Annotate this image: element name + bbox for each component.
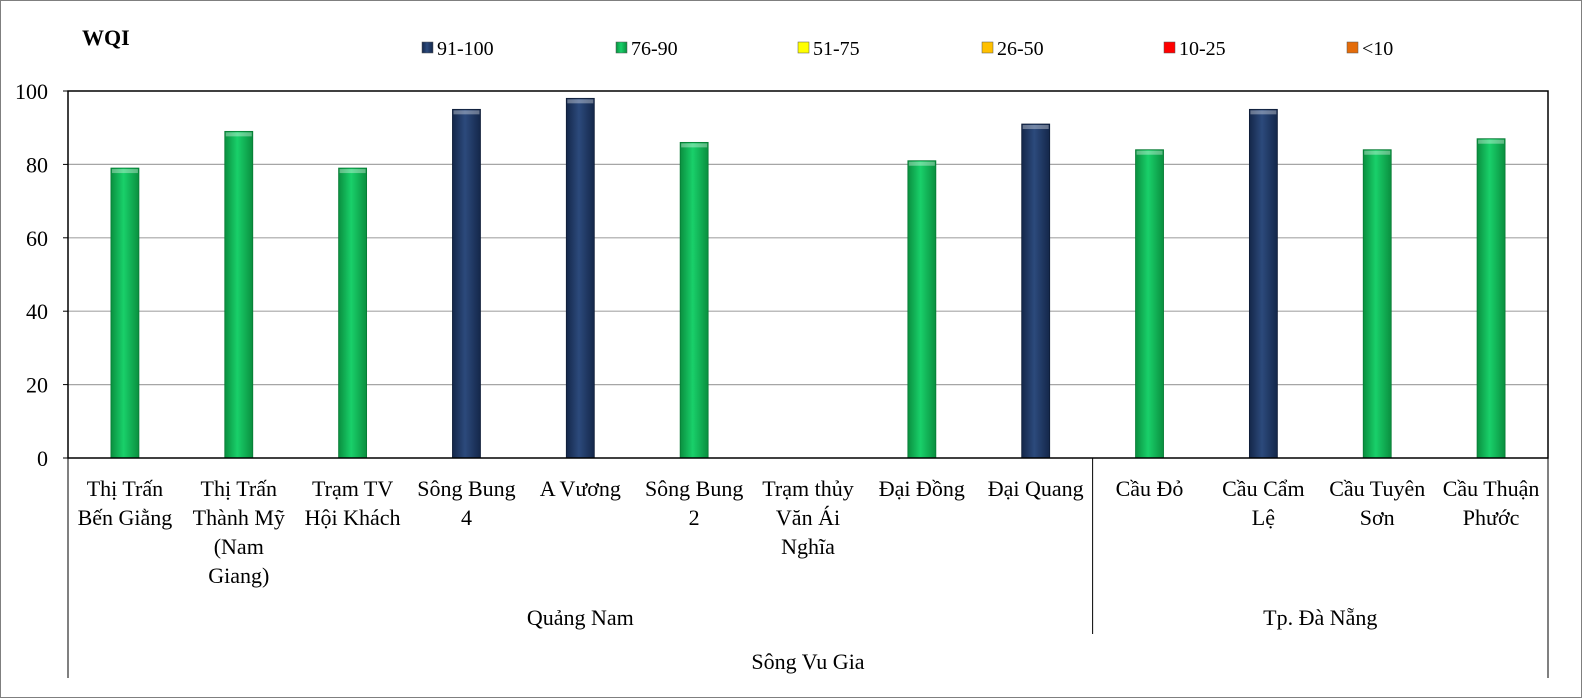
legend-swatch: [797, 41, 810, 54]
bar-highlight: [1136, 150, 1163, 155]
x-category-label: Trạm thủy: [762, 476, 853, 501]
y-tick-label: 40: [26, 299, 48, 324]
x-category-label: Nghĩa: [781, 534, 835, 559]
legend-label: 51-75: [813, 38, 860, 60]
x-category-label: Thành Mỹ: [193, 505, 285, 530]
legend-swatch: [1346, 41, 1359, 54]
bar: [338, 167, 368, 459]
bar: [1476, 138, 1506, 459]
legend-label: <10: [1362, 38, 1393, 60]
bar: [452, 108, 481, 459]
bar-highlight: [453, 110, 480, 115]
bar-highlight: [1250, 110, 1277, 115]
legend-label: 10-25: [1179, 38, 1226, 60]
bar-highlight: [567, 99, 594, 104]
x-category-label: 2: [689, 505, 700, 530]
bar-highlight: [681, 143, 708, 148]
x-category-label: Cầu Cẩm: [1222, 476, 1305, 501]
y-tick-label: 20: [26, 373, 48, 398]
x-category-label: Thị Trấn: [201, 476, 277, 501]
x-category-label: Cầu Tuyên: [1329, 476, 1425, 501]
y-tick-label: 80: [26, 152, 48, 177]
x-category-label: Cầu Thuận: [1443, 476, 1540, 501]
x-category-label: (Nam: [214, 534, 264, 559]
bar: [907, 160, 937, 459]
group-label: Tp. Đà Nẵng: [1263, 605, 1377, 630]
x-category-label: Lệ: [1252, 505, 1275, 530]
legend-swatch: [1163, 41, 1176, 54]
x-category-label: Cầu Đỏ: [1116, 476, 1184, 501]
group-label: Quảng Nam: [527, 605, 634, 630]
bar: [1362, 149, 1392, 459]
legend-label: 26-50: [997, 38, 1044, 60]
x-category-label: 4: [461, 505, 472, 530]
x-category-label: Bến Giằng: [78, 505, 173, 530]
x-category-label: Giang): [208, 563, 269, 588]
bar-highlight: [225, 132, 252, 137]
bar-highlight: [908, 161, 935, 166]
x-category-label: Hội Khách: [305, 505, 401, 530]
legend-swatch: [981, 41, 994, 54]
x-category-label: Đại Quang: [988, 476, 1084, 501]
bar: [1135, 149, 1164, 459]
x-category-label: Văn Ái: [776, 505, 840, 530]
bar: [679, 141, 709, 459]
x-category-label: Đại Đồng: [879, 476, 965, 501]
legend-swatch: [615, 41, 628, 54]
y-tick-label: 100: [15, 79, 48, 104]
bar-highlight: [111, 169, 138, 174]
y-tick-label: 0: [37, 446, 48, 471]
x-category-label: Trạm TV: [312, 476, 393, 501]
bar-highlight: [1022, 125, 1049, 130]
plot-area-border: [67, 90, 1549, 459]
bar: [110, 167, 140, 459]
supergroup-label: Sông Vu Gia: [751, 649, 864, 674]
bar: [224, 130, 254, 459]
legend-label: 91-100: [437, 38, 494, 60]
x-category-label: Thị Trấn: [87, 476, 163, 501]
bar: [1248, 108, 1278, 459]
legend-label: 76-90: [631, 38, 678, 60]
bar-highlight: [1478, 139, 1505, 144]
y-axis-title: WQI: [82, 25, 130, 50]
bar-highlight: [339, 169, 366, 174]
bar-highlight: [1364, 150, 1391, 155]
x-category-label: Sông Bung: [417, 476, 515, 501]
legend-swatch: [421, 41, 434, 54]
bar: [1021, 123, 1051, 459]
x-category-label: Sơn: [1360, 505, 1395, 530]
x-category-label: Phước: [1463, 505, 1520, 530]
y-tick-label: 60: [26, 226, 48, 251]
x-category-label: Sông Bung: [645, 476, 743, 501]
bar: [565, 97, 595, 459]
x-category-label: A Vương: [540, 476, 621, 501]
